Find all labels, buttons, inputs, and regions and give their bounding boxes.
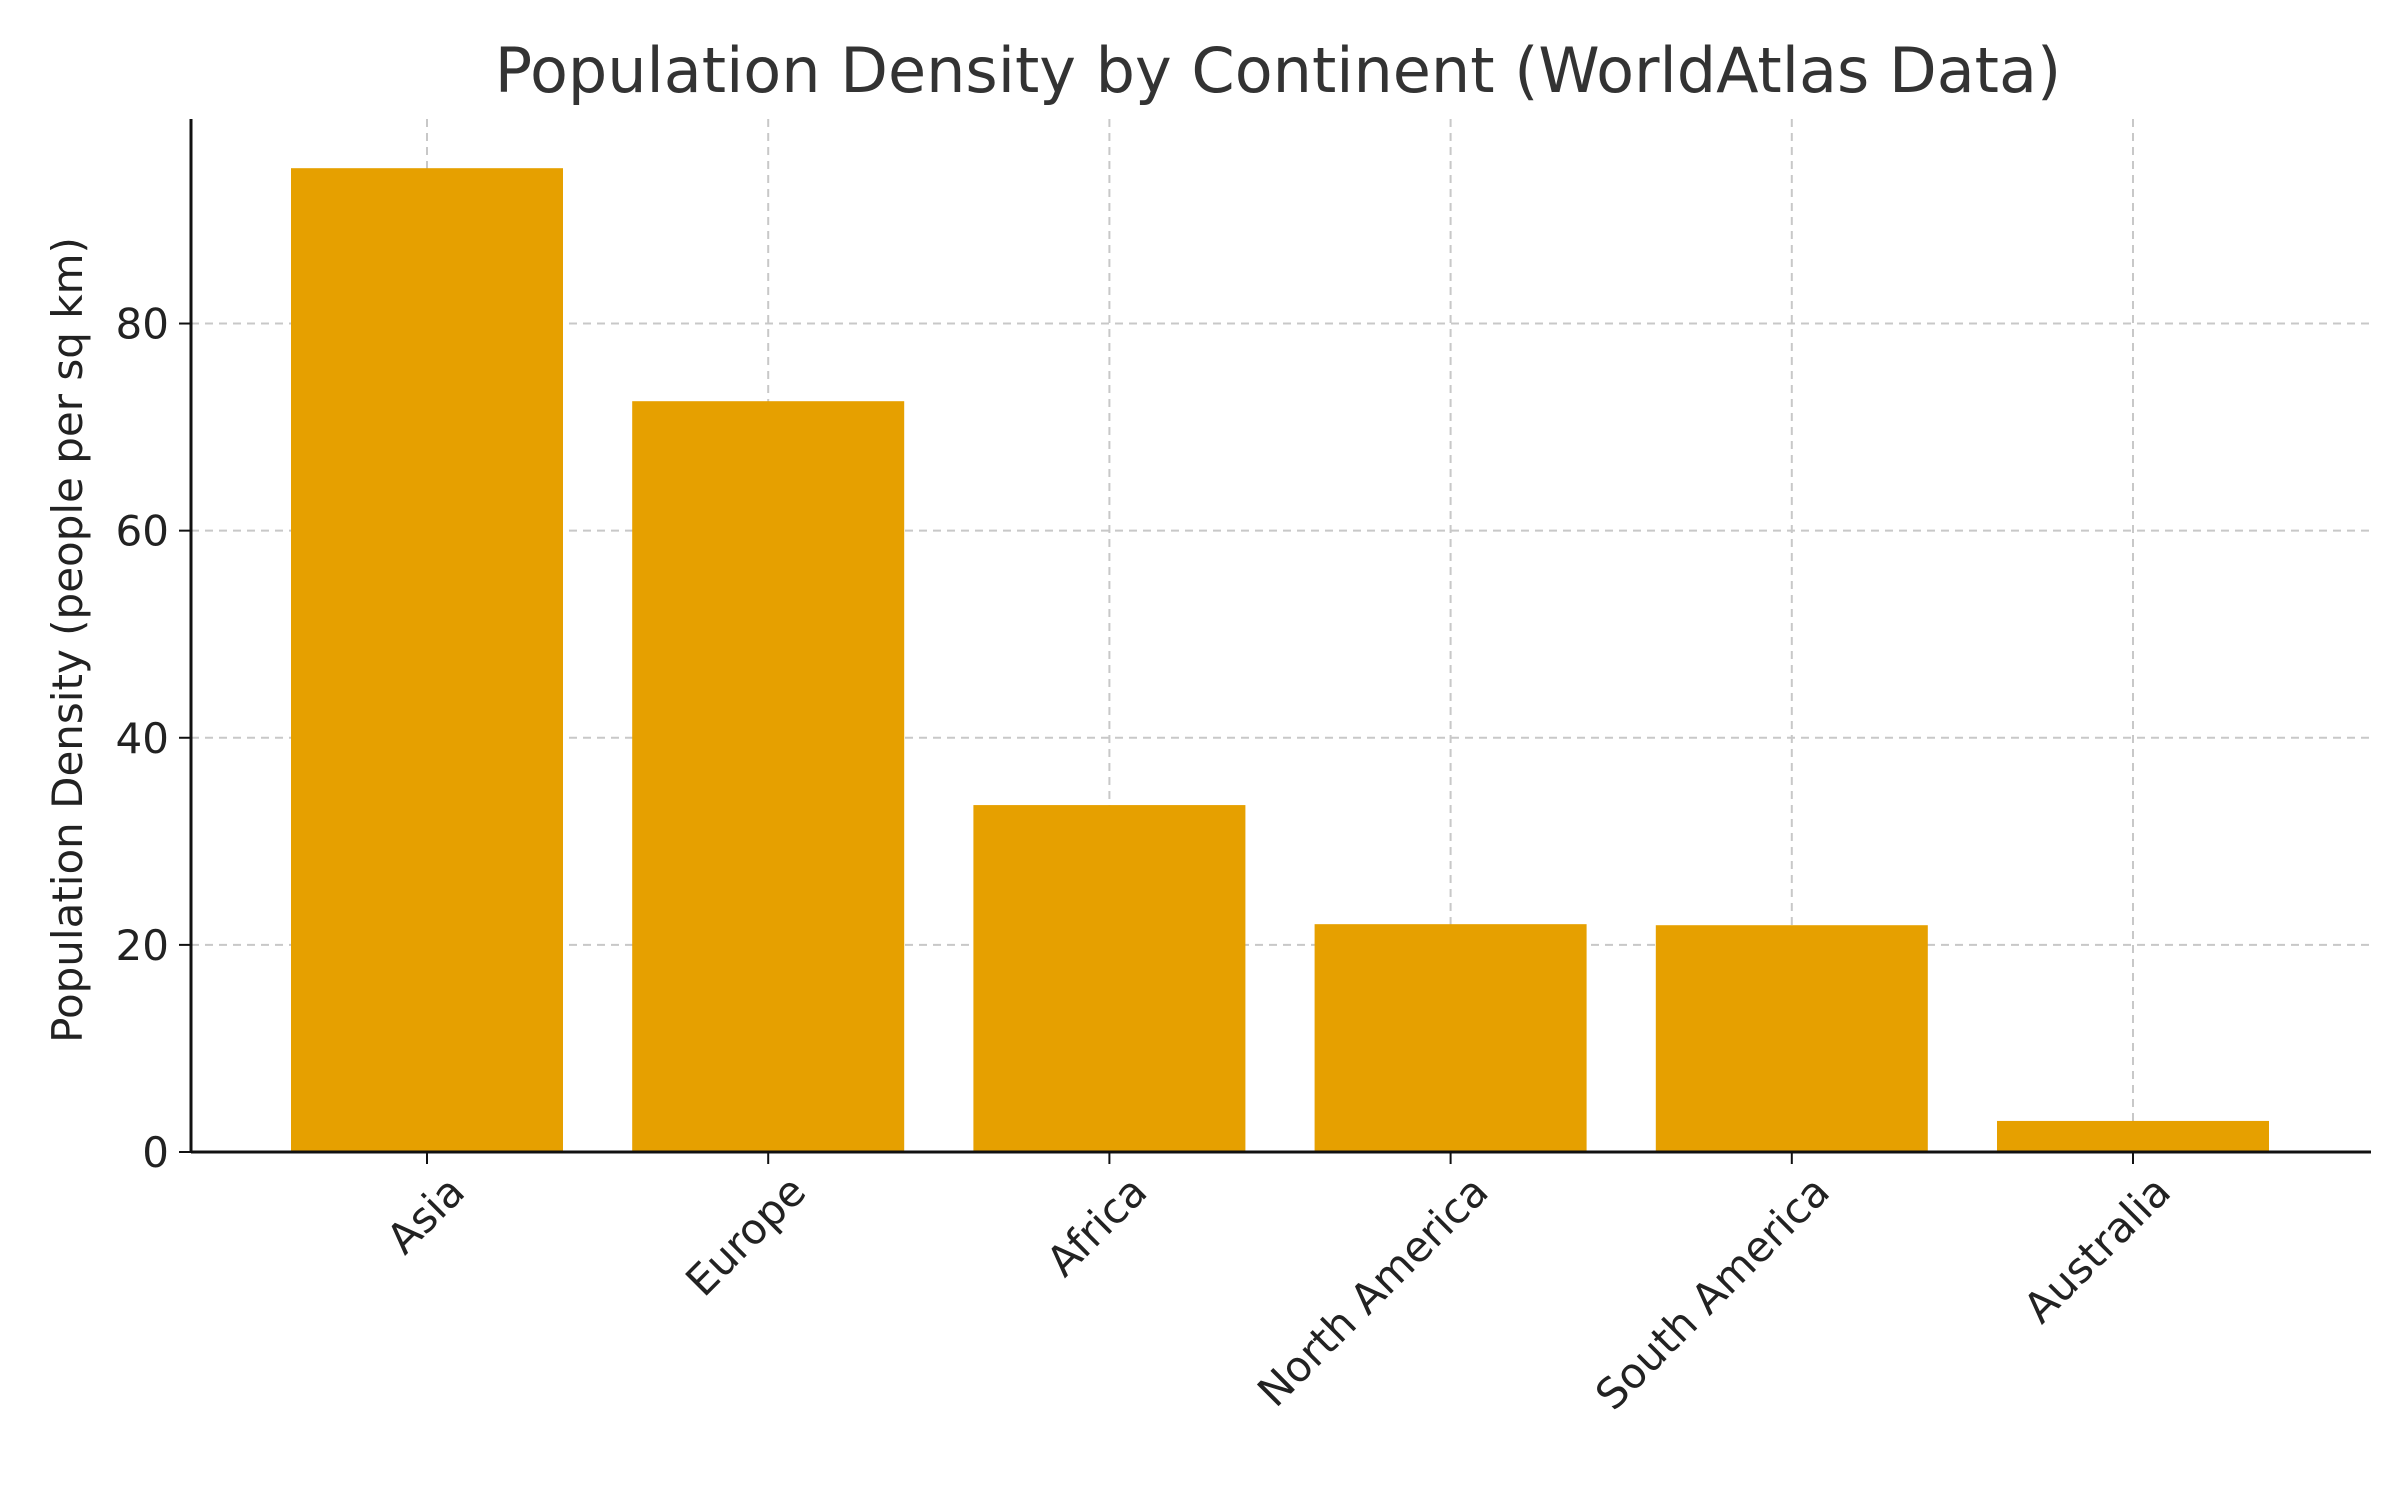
x-tick-label: Australia: [2014, 1166, 2180, 1332]
bar-africa: [973, 805, 1246, 1152]
bar-north-america: [1314, 924, 1587, 1152]
chart-title: Population Density by Continent (WorldAt…: [495, 34, 2061, 107]
bar-asia: [291, 168, 563, 1152]
y-tick-label: 60: [116, 507, 169, 556]
axes: [189, 119, 2371, 1154]
bar-europe: [632, 401, 905, 1152]
x-tick-label: Europe: [676, 1166, 815, 1305]
y-axis-label: Population Density (people per sq km): [43, 237, 92, 1043]
x-tick-label: South America: [1586, 1166, 1839, 1419]
y-tick-label: 0: [142, 1128, 169, 1177]
y-tick-label: 40: [116, 714, 169, 763]
x-tick-label: Asia: [377, 1166, 474, 1263]
bar-south-america: [1655, 925, 1928, 1152]
y-tick-label: 80: [116, 300, 169, 349]
x-tick-label: Africa: [1037, 1166, 1156, 1285]
x-ticks: Asia Europe Africa North America South Ameri…: [377, 1152, 2180, 1419]
x-tick-label: North America: [1248, 1166, 1498, 1416]
y-tick-label: 20: [116, 921, 169, 970]
bar-australia: [1997, 1120, 2269, 1152]
y-ticks: 0 20 40 60 80: [116, 300, 191, 1177]
bars: [291, 168, 2269, 1152]
